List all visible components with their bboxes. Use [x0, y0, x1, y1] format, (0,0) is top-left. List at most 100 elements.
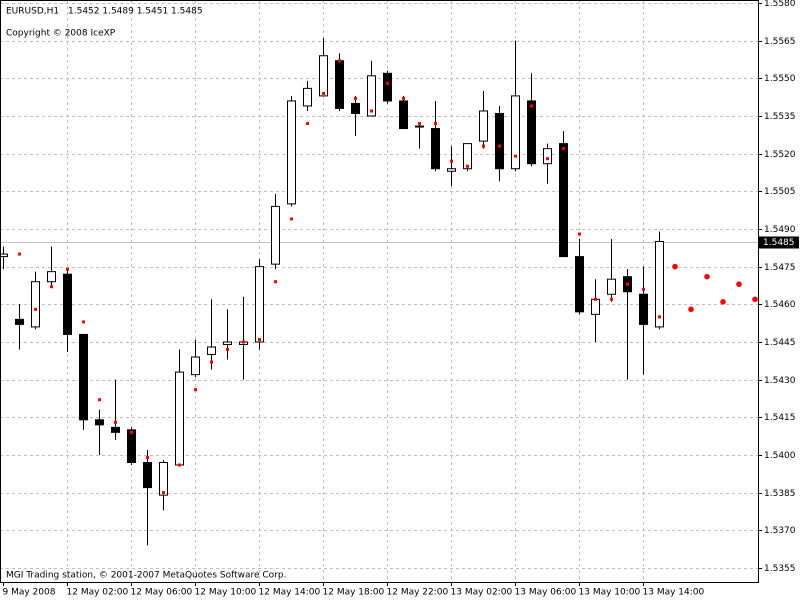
- copyright: Copyright © 2008 IceXP: [6, 29, 116, 39]
- indicator-point: [34, 307, 37, 311]
- indicator-point: [258, 337, 261, 341]
- y-tick-label: 1.5475: [764, 263, 796, 273]
- candle-body: [271, 205, 280, 265]
- y-tick-label: 1.5490: [764, 225, 796, 235]
- candle-body: [79, 333, 88, 421]
- y-tick-label: 1.5505: [764, 187, 796, 197]
- candle-body: [479, 110, 488, 142]
- y-tick-label: 1.5580: [764, 0, 796, 9]
- indicator-point: [146, 455, 149, 459]
- candle-body: [415, 125, 424, 128]
- y-tick-label: 1.5535: [764, 112, 796, 122]
- candle-body: [47, 271, 56, 283]
- current-price-label: 1.5485: [763, 238, 795, 248]
- y-tick-label: 1.5520: [764, 150, 796, 160]
- x-tick-label: 12 May 02:00: [67, 588, 129, 598]
- candle-body: [575, 256, 584, 313]
- candle-body: [127, 429, 136, 463]
- candle-body: [0, 253, 8, 258]
- y-tick-label: 1.5460: [764, 300, 796, 310]
- candle-body: [367, 75, 376, 117]
- candle-body: [447, 168, 456, 172]
- indicator-point: [610, 297, 613, 301]
- projection-point: [736, 281, 742, 288]
- ohlc: 1.5452 1.5489 1.5451 1.5485: [68, 7, 203, 17]
- candle-body: [335, 60, 344, 109]
- candle-body: [303, 87, 312, 107]
- candle-body: [463, 143, 472, 170]
- indicator-point: [194, 388, 197, 392]
- plot-frame: [0, 0, 759, 583]
- symbol: EURUSD,H1: [6, 7, 59, 17]
- candle-body: [511, 95, 520, 170]
- candle-body: [191, 356, 200, 376]
- indicator-point: [546, 157, 549, 161]
- indicator-point: [434, 122, 437, 126]
- x-tick-label: 12 May 18:00: [323, 588, 385, 598]
- indicator-point: [178, 463, 181, 467]
- candle-body: [351, 102, 360, 114]
- indicator-point: [354, 96, 357, 100]
- indicator-point: [290, 217, 293, 221]
- y-tick-label: 1.5400: [764, 451, 796, 461]
- indicator-point: [114, 420, 117, 424]
- indicator-point: [386, 81, 389, 85]
- y-tick-label: 1.5370: [764, 526, 796, 536]
- candle-body: [287, 100, 296, 205]
- candle-body: [383, 72, 392, 102]
- candle-body: [15, 318, 24, 325]
- indicator-point: [482, 144, 485, 148]
- indicator-point: [658, 315, 661, 319]
- indicator-point: [18, 252, 21, 256]
- candle-body: [431, 128, 440, 170]
- indicator-point: [162, 491, 165, 495]
- indicator-point: [82, 320, 85, 324]
- indicator-point: [402, 96, 405, 100]
- plot-area: [0, 0, 758, 582]
- indicator-point: [322, 91, 325, 95]
- indicator-point: [450, 159, 453, 163]
- candle-body: [175, 371, 184, 466]
- x-tick-label: 9 May 2008: [3, 588, 56, 598]
- candle-body: [159, 461, 168, 496]
- x-tick-label: 12 May 22:00: [387, 588, 449, 598]
- candle-body: [63, 273, 72, 335]
- candle-body: [143, 461, 152, 489]
- x-tick-label: 12 May 10:00: [195, 588, 257, 598]
- indicator-point: [66, 267, 69, 271]
- indicator-point: [50, 285, 53, 289]
- candle-body: [223, 341, 232, 345]
- indicator-point: [594, 297, 597, 301]
- x-tick-label: 12 May 06:00: [131, 588, 193, 598]
- candle-body: [559, 143, 568, 258]
- candle-body: [543, 148, 552, 165]
- current-price-box: [759, 236, 799, 249]
- y-tick-label: 1.5550: [764, 74, 796, 84]
- y-tick-label: 1.5430: [764, 376, 796, 386]
- indicator-point: [642, 287, 645, 291]
- x-tick-label: 13 May 06:00: [515, 588, 577, 598]
- candle-body: [255, 266, 264, 343]
- candle-body: [495, 112, 504, 170]
- candle-body: [527, 100, 536, 165]
- y-tick-label: 1.5565: [764, 37, 796, 47]
- indicator-point: [562, 147, 565, 151]
- indicator-point: [466, 164, 469, 168]
- indicator-point: [98, 398, 101, 402]
- indicator-point: [274, 280, 277, 284]
- candle-body: [639, 293, 648, 325]
- candle-body: [607, 278, 616, 295]
- candle-body: [399, 100, 408, 130]
- indicator-point: [514, 154, 517, 158]
- y-tick-label: 1.5445: [764, 338, 796, 348]
- y-tick-label: 1.5415: [764, 413, 796, 423]
- indicator-point: [130, 430, 133, 434]
- x-tick-label: 13 May 10:00: [579, 588, 641, 598]
- indicator-point: [418, 122, 421, 126]
- x-tick-label: 13 May 02:00: [451, 588, 513, 598]
- x-tick-label: 12 May 14:00: [259, 588, 321, 598]
- indicator-point: [226, 348, 229, 352]
- indicator-point: [370, 109, 373, 113]
- indicator-point: [242, 340, 245, 344]
